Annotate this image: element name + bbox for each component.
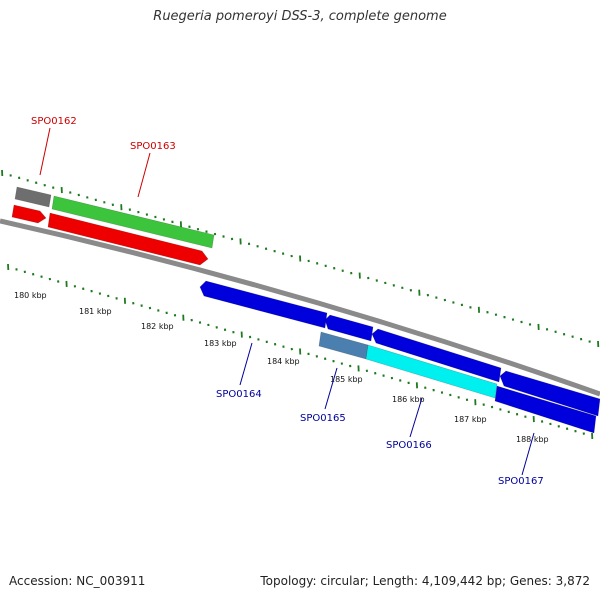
cyan-feature[interactable] xyxy=(365,344,498,399)
scale-label: 187 kbp xyxy=(454,415,487,424)
blue-gene-5[interactable] xyxy=(494,385,597,434)
scale-ticks xyxy=(1,169,600,440)
gene-label-spo0167[interactable]: SPO0167 xyxy=(498,476,544,487)
gene-label-spo0165[interactable]: SPO0165 xyxy=(300,413,346,424)
scale-label: 185 kbp xyxy=(330,375,363,384)
gene-label-leader xyxy=(521,432,535,476)
gene-label-leader xyxy=(324,367,338,410)
genome-backbone xyxy=(0,218,600,397)
gene-label-spo0163[interactable]: SPO0163 xyxy=(130,141,176,152)
blue-gene-1[interactable] xyxy=(199,280,328,329)
gene-label-leader xyxy=(137,152,151,198)
scale-label: 183 kbp xyxy=(204,339,237,348)
genome-summary: Topology: circular; Length: 4,109,442 bp… xyxy=(260,574,590,588)
red-gene-large[interactable] xyxy=(47,212,209,266)
gene-label-spo0162[interactable]: SPO0162 xyxy=(31,116,77,127)
scale-label: 180 kbp xyxy=(14,291,47,300)
accession-text: Accession: NC_003911 xyxy=(9,574,146,588)
red-gene-small[interactable] xyxy=(11,204,47,224)
green-feature[interactable] xyxy=(51,195,215,249)
blue-gene-3[interactable] xyxy=(371,328,502,383)
gene-label-leader xyxy=(239,342,253,386)
gene-label-leader xyxy=(409,397,423,438)
gene-label-spo0166[interactable]: SPO0166 xyxy=(386,440,432,451)
scale-label: 186 kbp xyxy=(392,395,425,404)
gene-label-spo0164[interactable]: SPO0164 xyxy=(216,389,262,400)
scale-label: 184 kbp xyxy=(267,357,300,366)
blue-gene-2[interactable] xyxy=(324,314,374,342)
gray-feature[interactable] xyxy=(14,186,52,208)
scale-label: 182 kbp xyxy=(141,322,174,331)
scale-label: 181 kbp xyxy=(79,307,112,316)
gene-label-leader xyxy=(39,127,51,176)
map-title: Ruegeria pomeroyi DSS-3, complete genome xyxy=(153,9,447,24)
blue-gene-4[interactable] xyxy=(499,370,600,417)
